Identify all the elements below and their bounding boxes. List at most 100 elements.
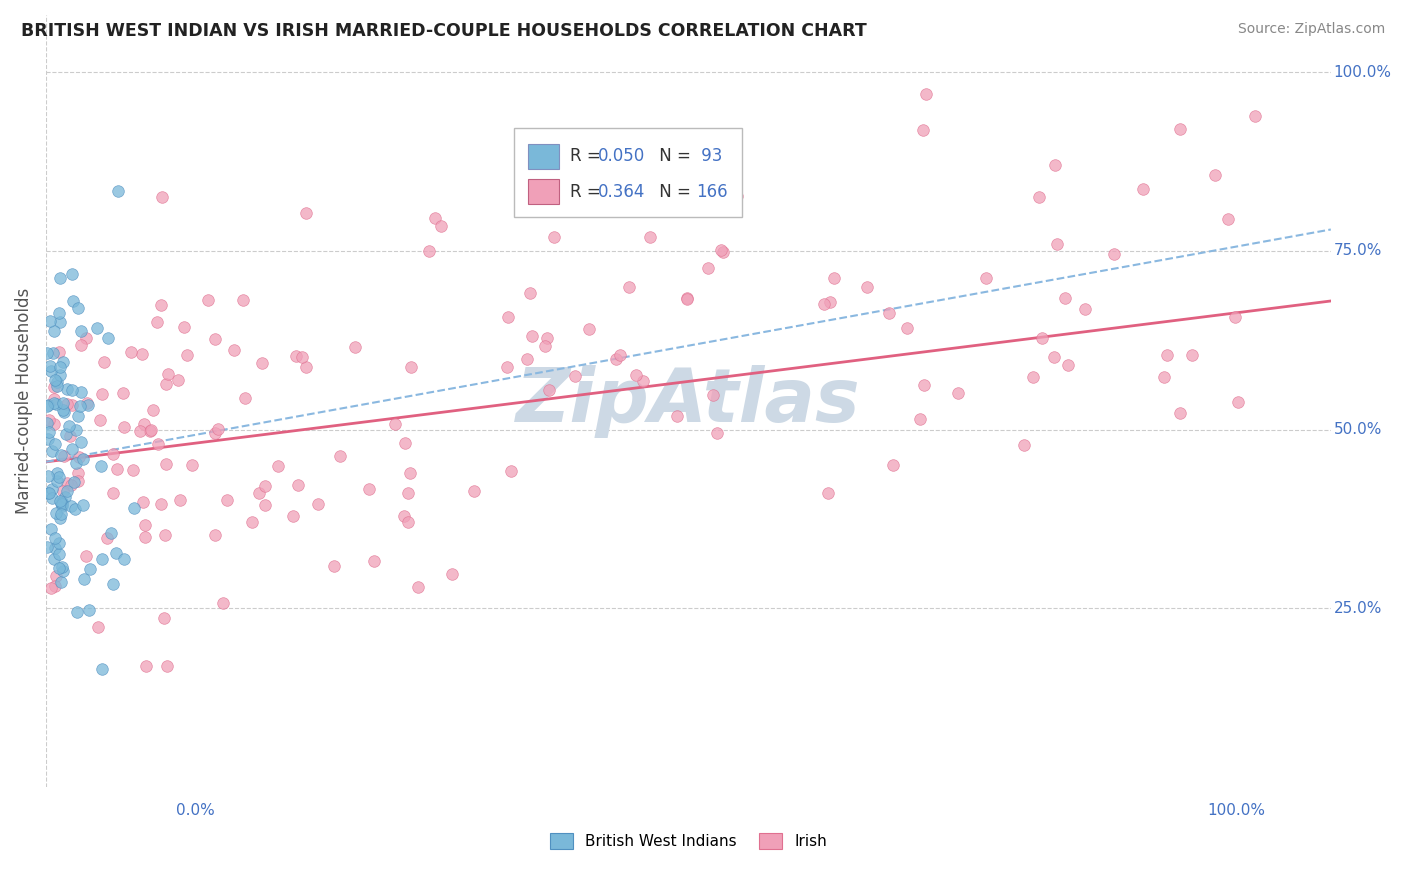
Point	[42, 346, 65, 360]
Point	[51, 575, 73, 590]
Point	[710, 244, 733, 258]
Point	[37, 400, 59, 414]
Point	[90, 662, 112, 676]
Point	[42, 417, 65, 431]
Point	[55, 426, 77, 441]
Point	[204, 528, 226, 542]
Point	[45, 397, 67, 411]
Point	[52, 396, 75, 410]
Point	[912, 122, 935, 136]
Point	[252, 355, 274, 369]
Point	[51, 497, 73, 511]
Point	[1153, 370, 1175, 384]
Point	[520, 328, 543, 343]
Point	[41, 444, 63, 458]
Point	[323, 558, 346, 573]
Point	[564, 368, 586, 383]
Point	[156, 367, 179, 381]
Point	[49, 496, 72, 510]
Text: ZipAtlas: ZipAtlas	[516, 365, 860, 438]
Point	[702, 388, 724, 402]
Legend: British West Indians, Irish: British West Indians, Irish	[550, 833, 827, 849]
Point	[75, 549, 97, 563]
Point	[204, 425, 226, 440]
Point	[823, 270, 845, 285]
Point	[56, 483, 79, 498]
Point	[59, 478, 82, 492]
Point	[384, 417, 406, 432]
Point	[1168, 122, 1191, 136]
Point	[1223, 310, 1246, 324]
Point	[52, 402, 75, 417]
Point	[1028, 190, 1050, 204]
Point	[90, 386, 112, 401]
Point	[155, 457, 177, 471]
Point	[45, 466, 67, 480]
Point	[77, 602, 100, 616]
Point	[624, 368, 647, 383]
Point	[37, 432, 59, 446]
Point	[150, 190, 173, 204]
Point	[90, 459, 112, 474]
Point	[48, 560, 70, 574]
Point	[1181, 348, 1204, 362]
Point	[543, 229, 565, 244]
Point	[46, 474, 69, 488]
Point	[44, 531, 66, 545]
Point	[69, 450, 91, 464]
Point	[155, 376, 177, 391]
Point	[631, 374, 654, 388]
Point	[725, 189, 748, 203]
Point	[44, 437, 66, 451]
Y-axis label: Married-couple Households: Married-couple Households	[15, 288, 32, 514]
Text: 100.0%: 100.0%	[1333, 65, 1392, 79]
Point	[359, 482, 381, 496]
Point	[53, 449, 76, 463]
Point	[49, 359, 72, 374]
Point	[212, 596, 235, 610]
Point	[42, 552, 65, 566]
Point	[463, 484, 485, 499]
Point	[394, 435, 416, 450]
Point	[173, 319, 195, 334]
Point	[48, 548, 70, 562]
Point	[48, 470, 70, 484]
Point	[86, 320, 108, 334]
Point	[60, 398, 83, 412]
Point	[396, 515, 419, 529]
Point	[423, 211, 446, 225]
Point	[1031, 331, 1053, 345]
Point	[617, 280, 640, 294]
Point	[53, 405, 76, 419]
Point	[706, 426, 728, 441]
Point	[67, 475, 90, 489]
Point	[63, 502, 86, 516]
Point	[406, 580, 429, 594]
Point	[254, 498, 277, 512]
Point	[90, 552, 112, 566]
Point	[153, 527, 176, 541]
Point	[41, 491, 63, 505]
Point	[73, 572, 96, 586]
Point	[69, 399, 91, 413]
Text: BRITISH WEST INDIAN VS IRISH MARRIED-COUPLE HOUSEHOLDS CORRELATION CHART: BRITISH WEST INDIAN VS IRISH MARRIED-COU…	[21, 22, 868, 40]
Point	[107, 184, 129, 198]
Point	[146, 437, 169, 451]
Text: N =: N =	[654, 183, 696, 201]
Point	[37, 485, 59, 500]
Point	[1021, 370, 1043, 384]
Point	[1012, 438, 1035, 452]
Point	[48, 306, 70, 320]
Point	[49, 507, 72, 521]
Point	[75, 331, 97, 345]
Text: Source: ZipAtlas.com: Source: ZipAtlas.com	[1237, 22, 1385, 37]
Point	[66, 301, 89, 315]
Point	[49, 510, 72, 524]
Point	[1074, 301, 1097, 316]
Text: 25.0%: 25.0%	[1333, 601, 1382, 615]
Point	[638, 230, 661, 244]
Point	[294, 206, 316, 220]
Point	[1043, 158, 1066, 172]
Point	[396, 485, 419, 500]
Point	[538, 383, 561, 397]
